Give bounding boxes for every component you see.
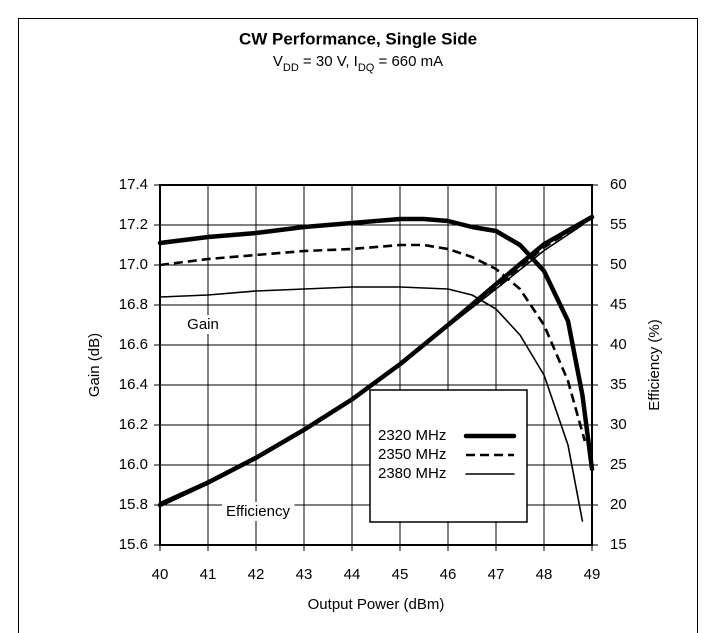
annotation: Gain bbox=[187, 316, 219, 333]
annotation-background bbox=[222, 501, 295, 521]
subtitle-part: DQ bbox=[358, 62, 375, 74]
y2-tick-label: 25 bbox=[610, 456, 627, 473]
y2-tick-label: 20 bbox=[610, 496, 627, 513]
y-tick-label: 16.6 bbox=[119, 336, 148, 353]
y2-tick-label: 45 bbox=[610, 296, 627, 313]
y2-tick-label: 50 bbox=[610, 256, 627, 273]
subtitle-part: V bbox=[273, 53, 283, 70]
y-tick-label: 15.8 bbox=[119, 496, 148, 513]
x-tick-label: 46 bbox=[440, 566, 457, 583]
x-tick-label: 40 bbox=[152, 566, 169, 583]
chart-title: CW Performance, Single Side bbox=[239, 29, 477, 48]
frame bbox=[18, 18, 698, 633]
plot-frame bbox=[159, 184, 593, 546]
x-tick-label: 43 bbox=[296, 566, 313, 583]
y2-tick-label: 60 bbox=[610, 176, 627, 193]
legend-label: 2320 MHz bbox=[378, 427, 446, 444]
x-tick-label: 42 bbox=[248, 566, 265, 583]
y-axis-label: Gain (dB) bbox=[86, 333, 103, 397]
gain-curve bbox=[157, 216, 595, 472]
y-tick-label: 16.4 bbox=[119, 376, 148, 393]
y-tick-label: 17.2 bbox=[119, 216, 148, 233]
y2-tick-label: 15 bbox=[610, 536, 627, 553]
x-tick-label: 49 bbox=[584, 566, 601, 583]
efficiency-curve bbox=[159, 224, 584, 504]
x-tick-label: 41 bbox=[200, 566, 217, 583]
legend-label: 2380 MHz bbox=[378, 465, 446, 482]
gain-curve bbox=[159, 286, 584, 522]
annotation: Efficiency bbox=[226, 503, 290, 520]
y2-tick-label: 30 bbox=[610, 416, 627, 433]
x-tick-label: 47 bbox=[488, 566, 505, 583]
y2-tick-label: 40 bbox=[610, 336, 627, 353]
legend-label: 2350 MHz bbox=[378, 446, 446, 463]
subtitle-part: = 30 V, I bbox=[299, 53, 358, 70]
subtitle-part: DD bbox=[283, 62, 299, 74]
chart-subtitle: VDD = 30 V, IDQ = 660 mA bbox=[273, 53, 443, 74]
y-tick-label: 16.2 bbox=[119, 416, 148, 433]
x-tick-label: 45 bbox=[392, 566, 409, 583]
y2-axis-label: Efficiency (%) bbox=[646, 319, 663, 410]
x-axis-label: Output Power (dBm) bbox=[308, 596, 445, 613]
x-tick-label: 44 bbox=[344, 566, 361, 583]
y-tick-label: 17.4 bbox=[119, 176, 148, 193]
y2-tick-label: 35 bbox=[610, 376, 627, 393]
y-tick-label: 16.8 bbox=[119, 296, 148, 313]
y-tick-label: 17.0 bbox=[119, 256, 148, 273]
subtitle-part: = 660 mA bbox=[374, 53, 443, 70]
annotation-background bbox=[183, 314, 223, 334]
y-tick-label: 15.6 bbox=[119, 536, 148, 553]
gain-curve bbox=[159, 243, 587, 442]
y2-tick-label: 55 bbox=[610, 216, 627, 233]
x-tick-label: 48 bbox=[536, 566, 553, 583]
y-tick-label: 16.0 bbox=[119, 456, 148, 473]
